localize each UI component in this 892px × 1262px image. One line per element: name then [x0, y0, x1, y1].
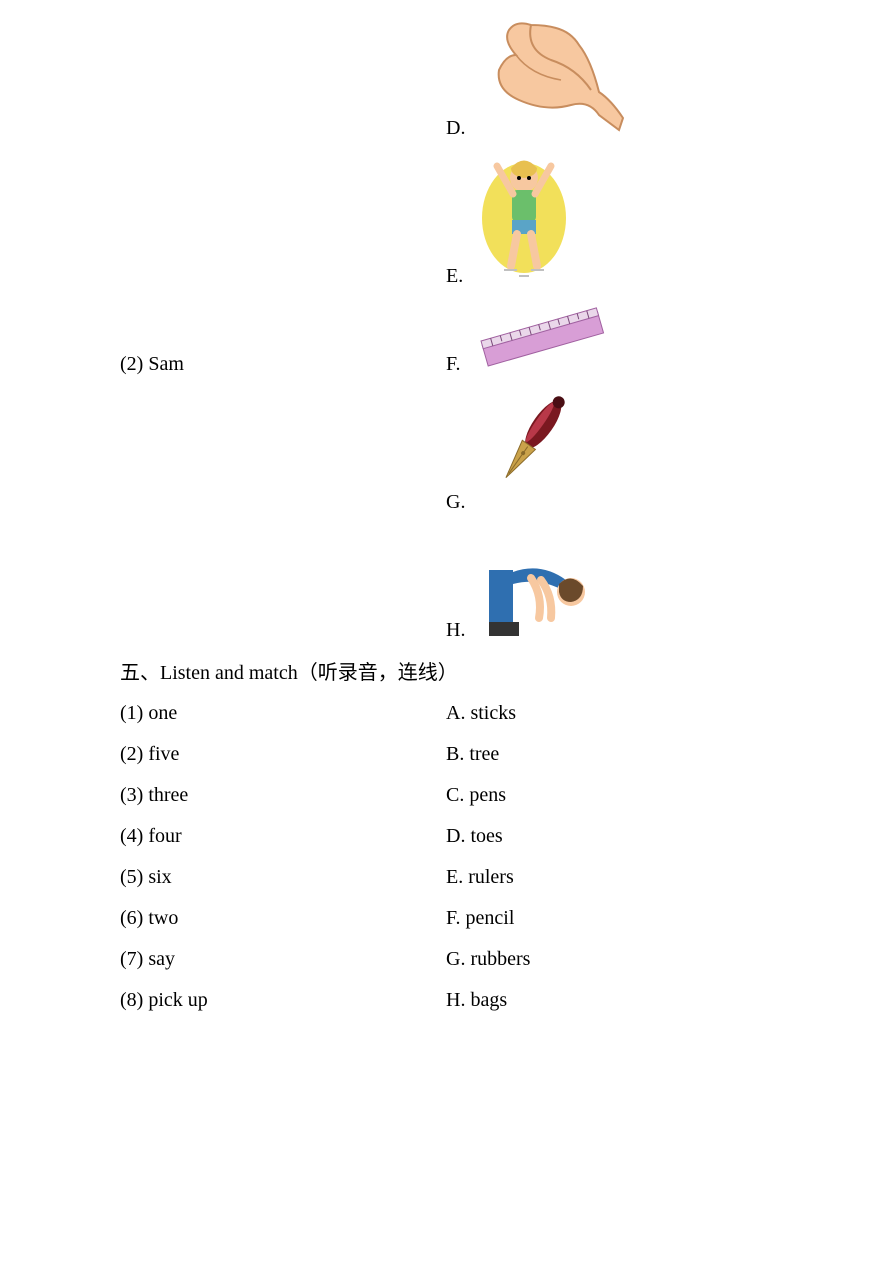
option-e: E. — [446, 148, 772, 288]
option-letter-g: G. — [446, 491, 465, 514]
arm-muscle-icon — [471, 0, 631, 140]
option-row-d: D. — [120, 0, 772, 140]
pair-row-3: (3) three C. pens — [120, 775, 772, 816]
pair-right-1: A. sticks — [446, 693, 772, 734]
pair-right-7: G. rubbers — [446, 939, 772, 980]
option-row-g: G. — [120, 384, 772, 514]
pair-row-8: (8) pick up H. bags — [120, 980, 772, 1021]
pair-left-4: (4) four — [120, 816, 446, 857]
option-letter-h: H. — [446, 619, 465, 642]
fountain-pen-icon — [471, 384, 581, 514]
pair-row-1: (1) one A. sticks — [120, 693, 772, 734]
section-5-title: 五、Listen and match（听录音，连线） — [120, 656, 772, 685]
pair-row-6: (6) two F. pencil — [120, 898, 772, 939]
pair-row-5: (5) six E. rulers — [120, 857, 772, 898]
pair-right-2: B. tree — [446, 734, 772, 775]
pair-left-2: (2) five — [120, 734, 446, 775]
pair-left-7: (7) say — [120, 939, 446, 980]
pair-right-3: C. pens — [446, 775, 772, 816]
q2-sam-label: (2) Sam — [120, 353, 446, 376]
pair-row-4: (4) four D. toes — [120, 816, 772, 857]
pair-right-5: E. rulers — [446, 857, 772, 898]
pair-right-8: H. bags — [446, 980, 772, 1021]
pair-right-4: D. toes — [446, 816, 772, 857]
option-h: H. — [446, 522, 772, 642]
pair-row-7: (7) say G. rubbers — [120, 939, 772, 980]
option-d: D. — [446, 0, 772, 140]
pair-left-6: (6) two — [120, 898, 446, 939]
pair-row-2: (2) five B. tree — [120, 734, 772, 775]
option-letter-f: F. — [446, 353, 461, 376]
worksheet-page: D. E. — [120, 0, 772, 1021]
option-row-e: E. — [120, 148, 772, 288]
ruler-icon — [467, 296, 617, 376]
option-row-h: H. — [120, 522, 772, 642]
option-letter-d: D. — [446, 117, 465, 140]
pair-left-8: (8) pick up — [120, 980, 446, 1021]
pair-left-1: (1) one — [120, 693, 446, 734]
pair-right-6: F. pencil — [446, 898, 772, 939]
option-letter-e: E. — [446, 265, 463, 288]
pair-left-3: (3) three — [120, 775, 446, 816]
pair-left-5: (5) six — [120, 857, 446, 898]
prompt-sam: (2) Sam — [120, 353, 184, 375]
section-5-list: (1) one A. sticks (2) five B. tree (3) t… — [120, 693, 772, 1021]
option-row-f: (2) Sam F. — [120, 296, 772, 376]
bending-person-icon — [471, 522, 601, 642]
jumping-child-icon — [469, 148, 579, 288]
option-f: F. — [446, 296, 772, 376]
option-g: G. — [446, 384, 772, 514]
